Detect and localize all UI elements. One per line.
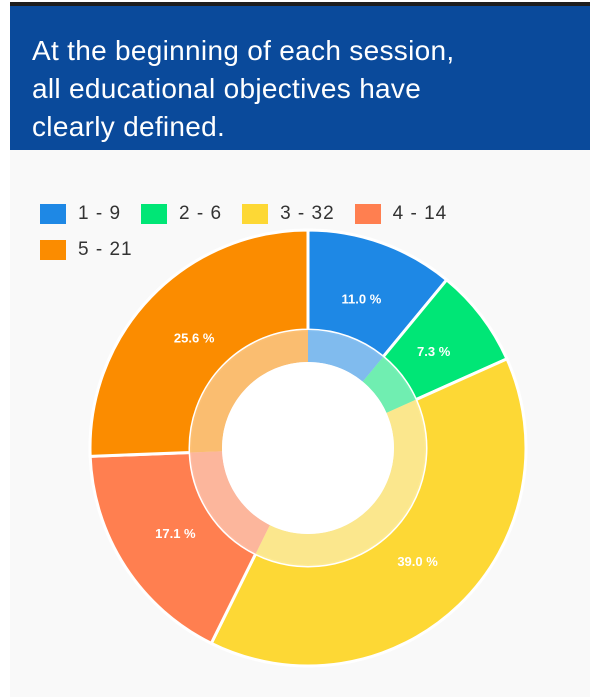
donut-inner-band-5	[190, 330, 308, 453]
legend-swatch-2	[141, 204, 168, 224]
legend-swatch-1	[40, 204, 66, 224]
inner-ring	[190, 330, 426, 566]
donut-inner-band-2	[362, 356, 416, 413]
question-header: At the beginning of each session, all ed…	[10, 6, 590, 150]
slice-label-1: 11.0 %	[342, 291, 382, 306]
question-title-line-2: all educational objectives have	[32, 73, 422, 104]
legend-label-1: 1 - 9	[78, 203, 122, 224]
legend-swatch-3	[242, 204, 269, 224]
slice-label-4: 17.1 %	[155, 526, 196, 541]
donut-hole	[222, 362, 394, 534]
question-title: At the beginning of each session, all ed…	[32, 32, 568, 146]
legend-row-1: 1 - 9 2 - 6 3 - 32 4 - 14	[40, 196, 560, 232]
donut-inner-band-4	[190, 451, 270, 554]
donut-chart: 11.0 % 7.3 % 39.0 % 17.1 % 25.6 %	[88, 228, 528, 668]
legend-swatch-4	[354, 204, 381, 224]
legend-item-3[interactable]: 3 - 32	[242, 203, 335, 225]
slice-labels: 11.0 % 7.3 % 39.0 % 17.1 % 25.6 %	[155, 291, 451, 569]
question-title-line-3: clearly defined.	[32, 111, 226, 142]
legend-item-1[interactable]: 1 - 9	[40, 203, 121, 225]
legend-swatch-5	[40, 240, 66, 260]
chart-legend: 1 - 9 2 - 6 3 - 32 4 - 14 5 -	[40, 196, 560, 268]
legend-label-2: 2 - 6	[179, 203, 223, 224]
top-border	[10, 2, 590, 6]
chart-card: 1 - 9 2 - 6 3 - 32 4 - 14 5 -	[10, 150, 590, 697]
outer-slices	[88, 228, 528, 668]
legend-item-4[interactable]: 4 - 14	[354, 203, 448, 225]
legend-row-2: 5 - 21	[40, 232, 560, 268]
legend-label-3: 3 - 32	[280, 203, 335, 224]
question-title-line-1: At the beginning of each session,	[32, 35, 455, 66]
legend-item-5[interactable]: 5 - 21	[40, 239, 133, 261]
slice-label-2: 7.3 %	[417, 344, 451, 359]
slice-label-5: 25.6 %	[174, 330, 215, 345]
legend-label-5: 5 - 21	[78, 239, 133, 260]
legend-item-2[interactable]: 2 - 6	[141, 203, 222, 225]
slice-label-3: 39.0 %	[397, 554, 438, 569]
legend-label-4: 4 - 14	[392, 203, 448, 224]
donut-inner-band-3	[255, 399, 426, 566]
donut-inner-band-1	[308, 330, 384, 382]
